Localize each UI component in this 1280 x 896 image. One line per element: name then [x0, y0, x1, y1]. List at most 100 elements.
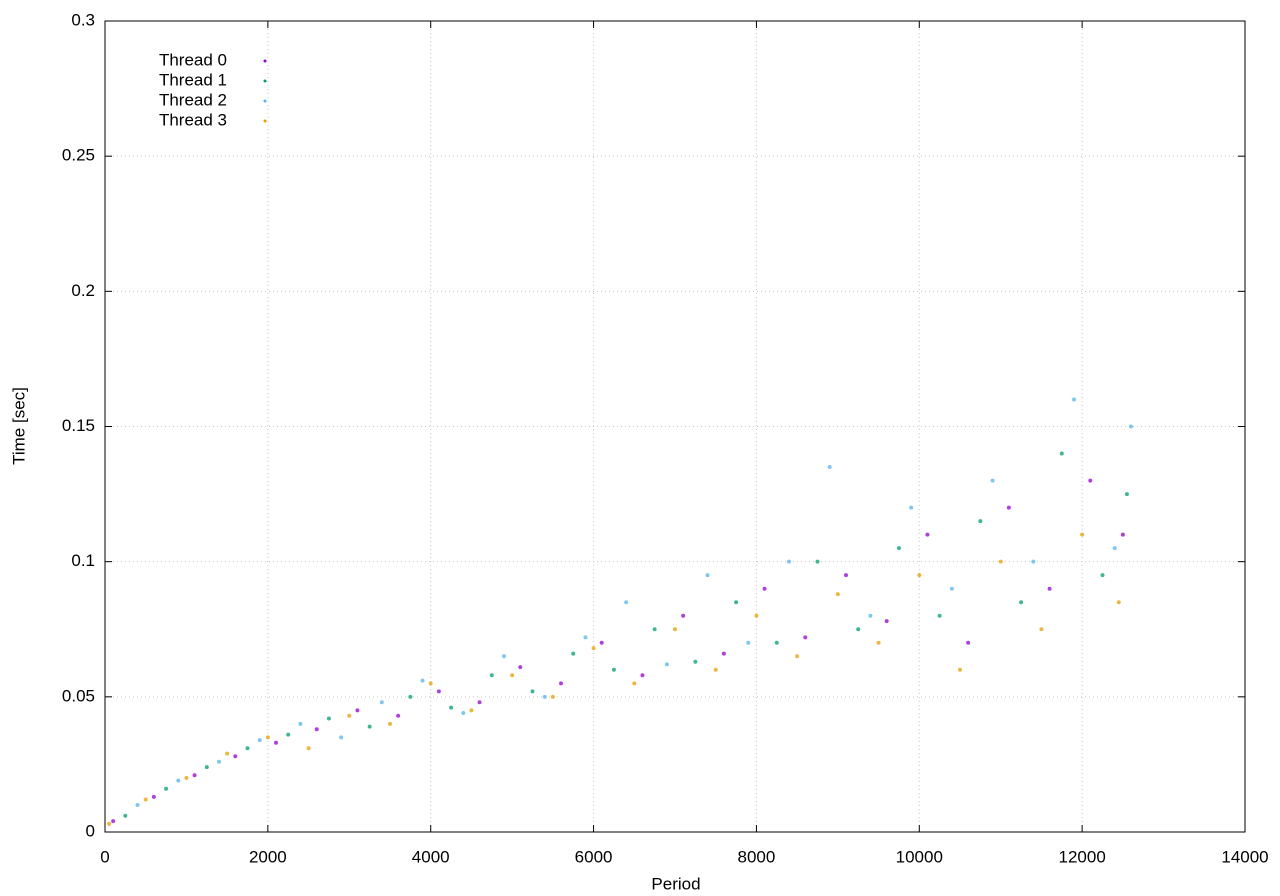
scatter-point — [884, 619, 889, 624]
scatter-point — [787, 559, 791, 564]
scatter-point — [774, 640, 779, 645]
scatter-point — [1116, 600, 1121, 605]
scatter-point — [314, 727, 319, 732]
scatter-point — [461, 711, 466, 716]
x-tick-label: 2000 — [249, 847, 287, 866]
scatter-point — [1031, 559, 1036, 564]
scatter-point — [245, 746, 250, 751]
scatter-point — [1039, 627, 1044, 632]
scatter-point — [449, 705, 454, 710]
scatter-point — [489, 673, 494, 678]
scatter-point — [326, 716, 331, 721]
scatter-point — [542, 694, 547, 699]
scatter-point — [909, 505, 914, 510]
scatter-point — [896, 546, 901, 551]
legend-key — [263, 99, 267, 103]
scatter-point — [958, 667, 962, 672]
scatter-point — [151, 794, 156, 799]
scatter-point — [388, 721, 392, 726]
scatter-point — [917, 573, 922, 578]
y-tick-label: 0.25 — [62, 146, 95, 165]
scatter-point — [559, 681, 563, 686]
scatter-point — [1047, 586, 1052, 591]
scatter-point — [681, 613, 686, 618]
scatter-point — [111, 819, 116, 824]
scatter-point — [868, 613, 873, 618]
scatter-point — [123, 813, 128, 818]
scatter-point — [754, 613, 759, 618]
scatter-point — [876, 640, 881, 645]
y-tick-label: 0.3 — [71, 10, 95, 29]
x-tick-label: 6000 — [575, 847, 613, 866]
scatter-point — [856, 627, 861, 632]
scatter-point — [518, 665, 523, 670]
scatter-point — [611, 667, 616, 672]
scatter-point — [510, 673, 515, 678]
x-tick-label: 4000 — [412, 847, 450, 866]
scatter-point — [599, 640, 604, 645]
x-tick-label: 8000 — [738, 847, 776, 866]
scatter-point — [978, 519, 983, 524]
scatter-point — [143, 797, 148, 802]
scatter-point — [925, 532, 930, 537]
scatter-point — [1019, 600, 1024, 605]
scatter-point — [257, 738, 262, 743]
x-tick-label: 0 — [100, 847, 109, 866]
scatter-point — [306, 746, 311, 751]
scatter-point — [966, 640, 971, 645]
scatter-point — [286, 732, 291, 737]
legend-label: Thread 2 — [159, 90, 227, 109]
legend-label: Thread 0 — [159, 50, 227, 69]
scatter-point — [477, 700, 482, 705]
y-tick-label: 0.2 — [71, 281, 95, 300]
scatter-point — [204, 765, 209, 770]
scatter-point — [990, 478, 995, 483]
scatter-point — [420, 678, 425, 683]
scatter-point — [1088, 478, 1093, 483]
scatter-point — [339, 735, 344, 740]
scatter-point — [713, 667, 718, 672]
scatter-point — [734, 600, 739, 605]
scatter-point — [436, 689, 441, 694]
scatter-point — [640, 673, 645, 678]
scatter-point — [1100, 573, 1105, 578]
scatter-point — [530, 689, 535, 694]
scatter-point — [192, 773, 197, 778]
legend-key — [263, 59, 267, 63]
scatter-point — [164, 786, 169, 791]
y-tick-label: 0.05 — [62, 686, 95, 705]
scatter-point — [379, 700, 384, 705]
y-tick-label: 0 — [86, 821, 95, 840]
scatter-point — [428, 681, 433, 686]
legend-label: Thread 1 — [159, 70, 227, 89]
scatter-point — [1120, 532, 1125, 537]
scatter-point — [803, 635, 808, 640]
scatter-point — [469, 708, 474, 713]
scatter-point — [998, 559, 1003, 564]
scatter-point — [176, 778, 181, 783]
scatter-point — [591, 646, 596, 651]
scatter-point — [583, 635, 588, 640]
legend-label: Thread 3 — [159, 110, 227, 129]
y-axis-label: Time [sec] — [9, 387, 28, 465]
scatter-point — [298, 721, 303, 726]
scatter-point — [347, 713, 352, 718]
scatter-point — [827, 465, 832, 470]
scatter-point — [693, 659, 698, 664]
scatter-point — [408, 694, 413, 699]
scatter-point — [233, 754, 238, 759]
scatter-point — [705, 573, 710, 578]
x-tick-label: 10000 — [896, 847, 943, 866]
legend-key — [263, 79, 267, 83]
scatter-point — [550, 694, 555, 699]
x-axis-label: Period — [651, 874, 700, 893]
scatter-point — [1112, 546, 1117, 551]
scatter-point — [937, 613, 942, 618]
scatter-point — [762, 586, 767, 591]
scatter-point — [107, 821, 112, 826]
scatter-point — [652, 627, 657, 632]
scatter-point — [795, 654, 800, 659]
scatter-point — [721, 651, 726, 656]
scatter-point — [571, 651, 576, 656]
